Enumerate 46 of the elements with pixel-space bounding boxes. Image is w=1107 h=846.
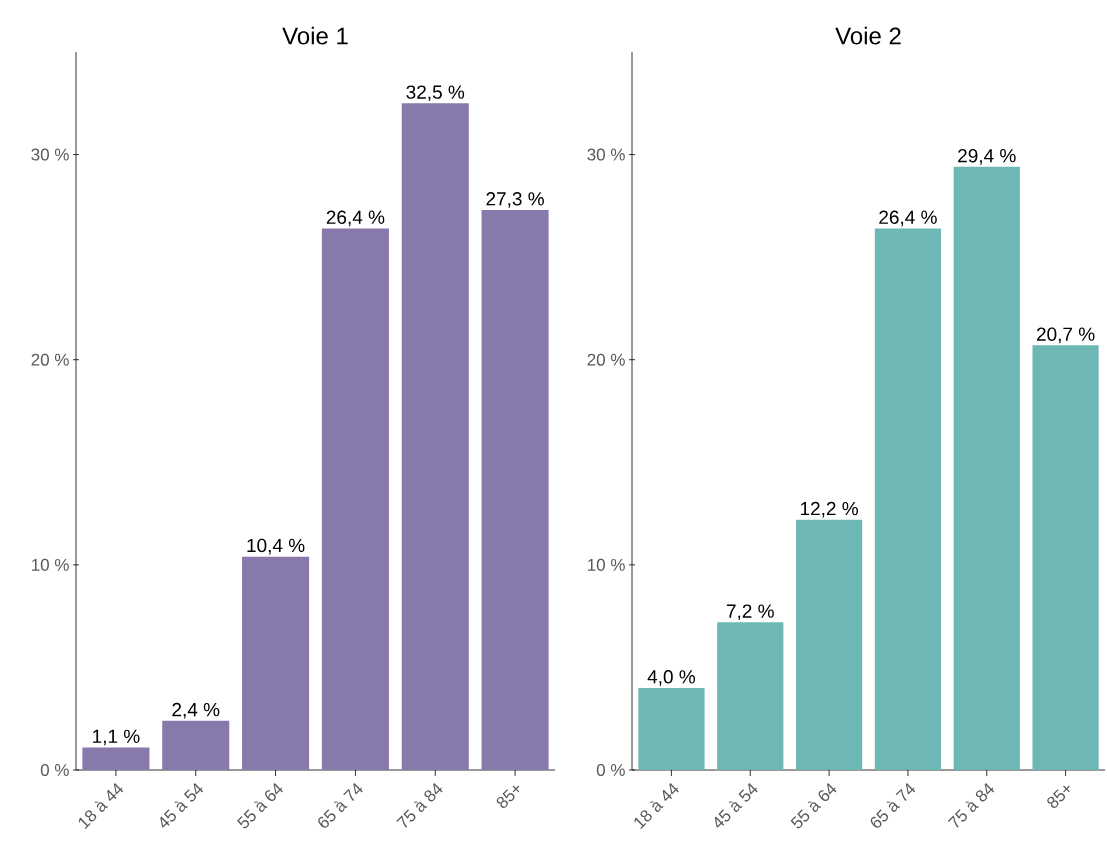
data-label: 26,4 % <box>879 210 937 227</box>
bar <box>1032 345 1099 770</box>
bar <box>717 622 784 770</box>
x-tick-label: 18 à 44 <box>634 783 679 830</box>
bar <box>795 519 863 770</box>
bar <box>321 228 389 770</box>
x-tick-label: 75 à 84 <box>396 783 443 828</box>
y-tick-label: 30 % <box>587 148 625 161</box>
bar <box>82 747 150 770</box>
y-tick-label: 30 % <box>31 148 69 161</box>
y-tick-label: 20 % <box>587 353 625 366</box>
y-tick-label: 0 % <box>596 763 625 777</box>
chart-title: Voie 1 <box>282 26 348 45</box>
x-tick-label: 55 à 64 <box>790 783 837 829</box>
x-tick-label: 65 à 74 <box>870 783 916 828</box>
bar <box>401 103 469 770</box>
x-tick-label: 45 à 54 <box>714 783 758 828</box>
bar <box>242 556 310 770</box>
x-tick-label: 65 à 74 <box>318 783 363 828</box>
data-label: 12,2 % <box>800 501 858 518</box>
data-label: 27,3 % <box>486 192 544 208</box>
bar <box>953 166 1020 770</box>
bar <box>638 687 705 770</box>
y-tick-label: 10 % <box>32 558 69 571</box>
data-label: 7,2 % <box>726 604 774 621</box>
y-tick-label: 10 % <box>588 558 625 571</box>
data-label: 10,4 % <box>247 538 305 555</box>
x-tick-label: 85+ <box>496 785 520 809</box>
x-tick-label: 18 à 44 <box>78 783 124 830</box>
y-tick-label: 20 % <box>31 353 69 366</box>
bar <box>162 720 230 770</box>
bar <box>874 228 942 770</box>
data-label: 29,4 % <box>958 148 1016 165</box>
data-label: 26,4 % <box>326 210 385 227</box>
x-tick-label: 75 à 84 <box>947 783 995 828</box>
chart-title: Voie 2 <box>835 26 901 45</box>
x-tick-label: 45 à 54 <box>160 783 204 828</box>
x-tick-label: 85+ <box>1047 785 1070 809</box>
x-tick-label: 55 à 64 <box>237 783 283 829</box>
data-label: 4,0 % <box>647 670 696 686</box>
data-label: 2,4 % <box>172 702 220 719</box>
y-tick-label: 0 % <box>40 763 69 777</box>
data-label: 20,7 % <box>1036 327 1095 344</box>
data-label: 1,1 % <box>93 729 140 746</box>
data-label: 32,5 % <box>406 85 465 102</box>
bar <box>481 209 549 770</box>
